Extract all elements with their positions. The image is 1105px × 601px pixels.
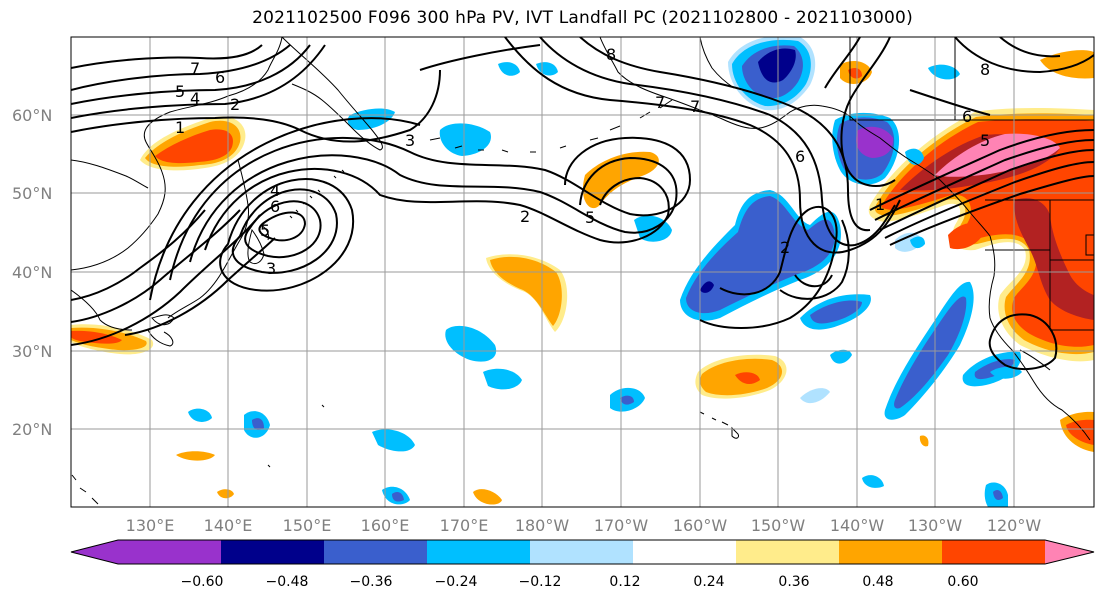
lon-label: 160°E [361, 516, 410, 535]
lon-label: 150°E [283, 516, 332, 535]
colorbar: −0.60 −0.48 −0.36 −0.24 −0.12 0.12 0.24 … [70, 539, 1095, 590]
colorbar-outline [70, 539, 1095, 565]
colorbar-segment [736, 540, 840, 564]
colorbar-tick-label: 0.12 [609, 574, 640, 590]
lon-label: 130°W [908, 516, 963, 535]
pv-label: 1 [875, 195, 885, 214]
pv-label: 7 [190, 59, 200, 78]
coastlines [71, 37, 1094, 505]
colorbar-tick-label: −0.36 [350, 574, 393, 590]
pv-label: 2 [230, 95, 240, 114]
colorbar-ticks: −0.60 −0.48 −0.36 −0.24 −0.12 0.12 0.24 … [181, 574, 979, 590]
pv-label: 5 [260, 221, 270, 240]
colorbar-tick-label: 0.48 [862, 574, 893, 590]
lat-label: 20°N [12, 420, 52, 439]
pv-label: 8 [606, 45, 616, 64]
lat-label: 30°N [12, 342, 52, 361]
colorbar-segment [324, 540, 428, 564]
colorbar-segment [530, 540, 634, 564]
colorbar-tick-label: 0.60 [947, 574, 978, 590]
colorbar-segment [942, 540, 1046, 564]
map-title: 2021102500 F096 300 hPa PV, IVT Landfall… [252, 8, 913, 28]
ivt-shading [71, 37, 1094, 507]
colorbar-segment [633, 540, 737, 564]
pv-label: 3 [405, 131, 415, 150]
pv-label: 2 [520, 207, 530, 226]
colorbar-segment [71, 540, 221, 564]
colorbar-tick-label: 0.24 [693, 574, 724, 590]
lon-label: 140°E [204, 516, 253, 535]
pv-label: 8 [980, 60, 990, 79]
pv-label: 3 [266, 259, 276, 278]
lat-label: 50°N [12, 184, 52, 203]
lon-label: 140°W [830, 516, 885, 535]
colorbar-segment [839, 540, 943, 564]
pv-label: 2 [780, 238, 790, 257]
lon-label: 150°W [751, 516, 806, 535]
colorbar-segment [1045, 540, 1094, 564]
pv-label: 4 [270, 181, 280, 200]
lon-label: 160°W [673, 516, 728, 535]
pv-label: 5 [175, 82, 185, 101]
longitude-labels: 130°E 140°E 150°E 160°E 170°E 180°W 170°… [126, 516, 1042, 535]
pv-contours [71, 37, 1094, 371]
pv-label: 1 [175, 118, 185, 137]
pv-label: 6 [215, 68, 225, 87]
colorbar-tick-label: −0.12 [519, 574, 562, 590]
lon-label: 170°W [594, 516, 649, 535]
lat-label: 60°N [12, 106, 52, 125]
colorbar-segments [71, 540, 1094, 564]
latitude-labels: 60°N 50°N 40°N 30°N 20°N [12, 106, 52, 439]
lon-label: 120°W [987, 516, 1042, 535]
pv-label: 6 [270, 197, 280, 216]
colorbar-segment [221, 540, 325, 564]
pv-contour-labels: 1 2 4 5 6 7 8 2 3 5 6 7 8 7 6 5 4 3 2 1 … [175, 45, 990, 278]
pv-label: 6 [795, 147, 805, 166]
pv-label: 7 [690, 97, 700, 116]
graticule [71, 37, 1094, 507]
lon-label: 130°E [126, 516, 175, 535]
lon-label: 170°E [440, 516, 489, 535]
colorbar-tick-label: −0.24 [435, 574, 478, 590]
colorbar-tick-label: −0.48 [266, 574, 309, 590]
pv-label: 6 [962, 107, 972, 126]
lon-label: 180°W [515, 516, 570, 535]
pv-label: 4 [190, 89, 200, 108]
pv-label: 5 [585, 208, 595, 227]
map-frame [70, 36, 1095, 508]
pv-label: 5 [980, 131, 990, 150]
colorbar-tick-label: 0.36 [778, 574, 809, 590]
lat-label: 40°N [12, 263, 52, 282]
pv-label: 7 [655, 93, 665, 112]
colorbar-segment [427, 540, 531, 564]
colorbar-tick-label: −0.60 [181, 574, 224, 590]
